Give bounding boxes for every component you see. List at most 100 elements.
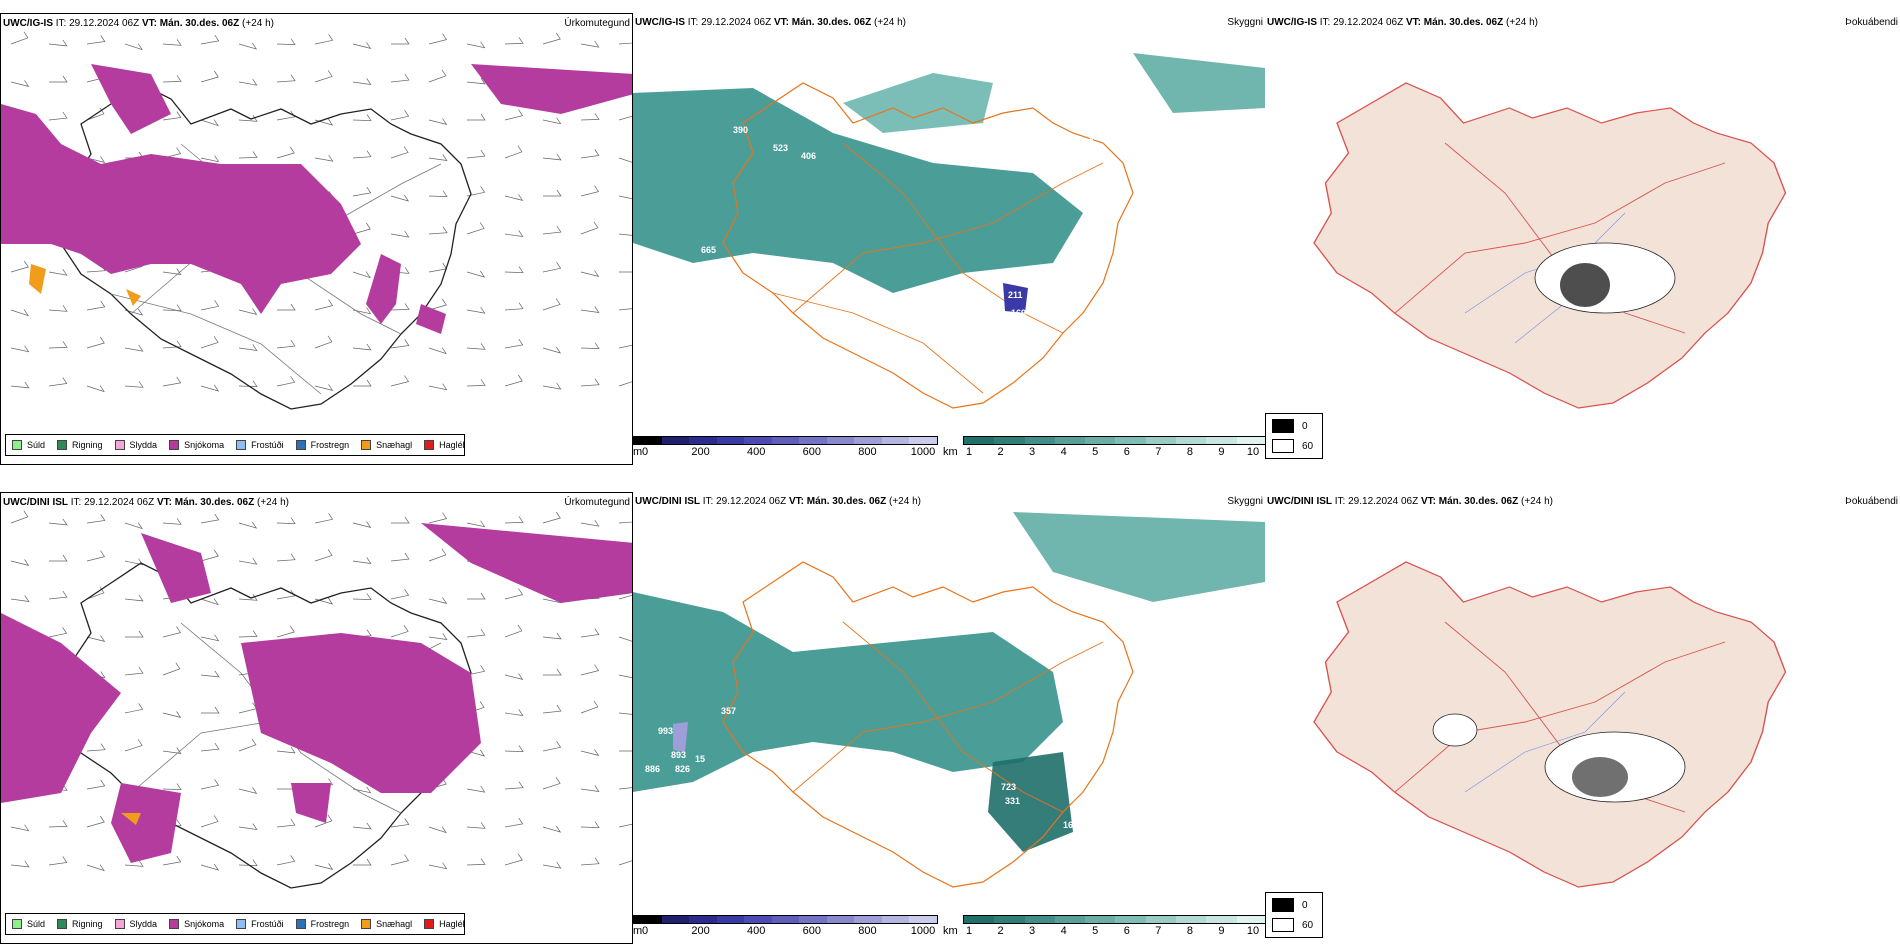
wind-barb xyxy=(10,309,29,317)
wind-barb xyxy=(238,738,257,752)
colorbar-segment xyxy=(964,437,995,444)
wind-barb xyxy=(619,750,632,752)
wind-barb xyxy=(390,854,410,866)
wind-barb xyxy=(86,635,106,642)
wind-barb xyxy=(48,305,68,312)
wind-barb xyxy=(391,516,410,524)
colorbar-tick: 1 xyxy=(965,925,973,937)
wind-barb xyxy=(276,589,296,600)
colorbar-segment xyxy=(716,916,745,923)
legend-swatch xyxy=(12,919,22,929)
wind-barb xyxy=(86,815,105,828)
colorbar-tick: 200 xyxy=(691,925,710,937)
wind-barb xyxy=(390,230,410,238)
precip-type-label: Úrkomutegund xyxy=(564,18,630,29)
wind-barb xyxy=(238,787,258,794)
wind-barb xyxy=(618,823,632,828)
road-network xyxy=(772,142,1104,394)
legend-item: Snjókoma xyxy=(169,440,224,450)
wind-barb xyxy=(200,119,219,127)
vt-label: VT: Mán. 30.des. 06Z xyxy=(1405,17,1504,28)
fog-title-bottom: UWC/DINI ISL IT: 29.12.2024 06Z VT: Mán.… xyxy=(1267,496,1553,507)
fog-title-top: UWC/IG-IS IT: 29.12.2024 06Z VT: Mán. 30… xyxy=(1267,17,1538,28)
wind-barb xyxy=(314,597,334,605)
wind-barb xyxy=(238,630,258,638)
wind-barb xyxy=(428,548,447,562)
colorbar-segment xyxy=(994,916,1025,923)
wind-barb xyxy=(86,743,106,752)
wind-barb xyxy=(162,147,182,159)
wind-barb xyxy=(428,862,448,870)
cloud-label: 723 xyxy=(1001,782,1016,792)
wind-barb xyxy=(200,336,219,349)
colorbar-segment xyxy=(689,437,717,444)
wind-barb xyxy=(276,553,296,562)
colorbar-tick: 5 xyxy=(1092,925,1099,937)
wind-barb xyxy=(10,824,30,832)
wind-barb xyxy=(48,820,68,828)
colorbar-tick: 7 xyxy=(1155,446,1162,458)
wind-barb xyxy=(390,625,409,638)
wind-barb xyxy=(352,186,372,197)
ceiling-colorbar xyxy=(633,915,938,924)
cloud-label: 849 xyxy=(785,552,800,562)
cloud-panel-top: 390 523 406 665 999 103 42 211 169 1 UWC… xyxy=(633,13,1265,465)
legend-label: Haglél xyxy=(439,440,465,450)
wind-barb xyxy=(618,157,632,163)
wind-barb xyxy=(200,670,220,678)
colorbar-segment xyxy=(634,437,662,444)
wind-barb xyxy=(200,549,219,562)
colorbar-segment xyxy=(1054,437,1086,444)
wind-barb xyxy=(162,855,182,866)
wind-barb xyxy=(466,822,486,829)
wind-barb xyxy=(390,73,410,83)
colorbar-tick: 800 xyxy=(858,925,877,937)
wind-barb xyxy=(314,70,333,83)
wind-barb xyxy=(466,785,486,793)
wind-barb xyxy=(200,779,220,790)
colorbar-segment xyxy=(689,916,717,923)
colorbar-segment xyxy=(744,916,772,923)
colorbar-tick: 3 xyxy=(1029,446,1036,458)
wind-barb xyxy=(580,40,600,48)
it-label: IT: 29.12.2024 06Z xyxy=(55,18,140,29)
wind-barb xyxy=(49,554,68,562)
colorbar-segment xyxy=(854,916,882,923)
cloud-label: 211 xyxy=(1008,290,1023,300)
wind-barb xyxy=(390,818,410,828)
colorbar-segment xyxy=(744,437,772,444)
wind-barb xyxy=(162,711,182,718)
wind-barb xyxy=(618,42,632,45)
wind-barb xyxy=(504,624,523,638)
colorbar-tick: 0 xyxy=(641,446,649,458)
wind-barb xyxy=(314,34,334,45)
legend-item: Súld xyxy=(12,440,45,450)
colorbar-segment xyxy=(1236,916,1265,923)
wind-barb xyxy=(238,78,258,86)
colorbar-tick: 200 xyxy=(691,446,710,458)
wind-barb xyxy=(504,817,524,828)
wind-barb xyxy=(352,557,372,564)
wind-barb xyxy=(48,39,68,47)
wind-barb xyxy=(276,376,296,387)
precip-title-top: UWC/IG-IS IT: 29.12.2024 06Z VT: Mán. 30… xyxy=(3,18,274,29)
wind-barb xyxy=(580,342,600,349)
wind-barb xyxy=(352,271,371,279)
wind-barb xyxy=(10,31,29,45)
wind-barb xyxy=(201,706,220,714)
colorbar-segment xyxy=(1176,437,1207,444)
wind-barb xyxy=(618,233,632,236)
legend-label: Snæhagl xyxy=(376,919,413,929)
wind-barb xyxy=(504,109,524,121)
colorbar-segment xyxy=(826,916,855,923)
wind-barb xyxy=(466,41,486,49)
wind-barb xyxy=(86,35,106,45)
wind-barb xyxy=(352,42,372,49)
wind-barb xyxy=(542,346,562,354)
colorbar-segment xyxy=(1024,437,1055,444)
colorbar-tick: 3 xyxy=(1029,925,1036,937)
lead-label: (+24 h) xyxy=(1521,496,1553,507)
wind-barb xyxy=(580,221,599,235)
wind-barb xyxy=(542,32,561,45)
wind-barb xyxy=(428,298,447,311)
